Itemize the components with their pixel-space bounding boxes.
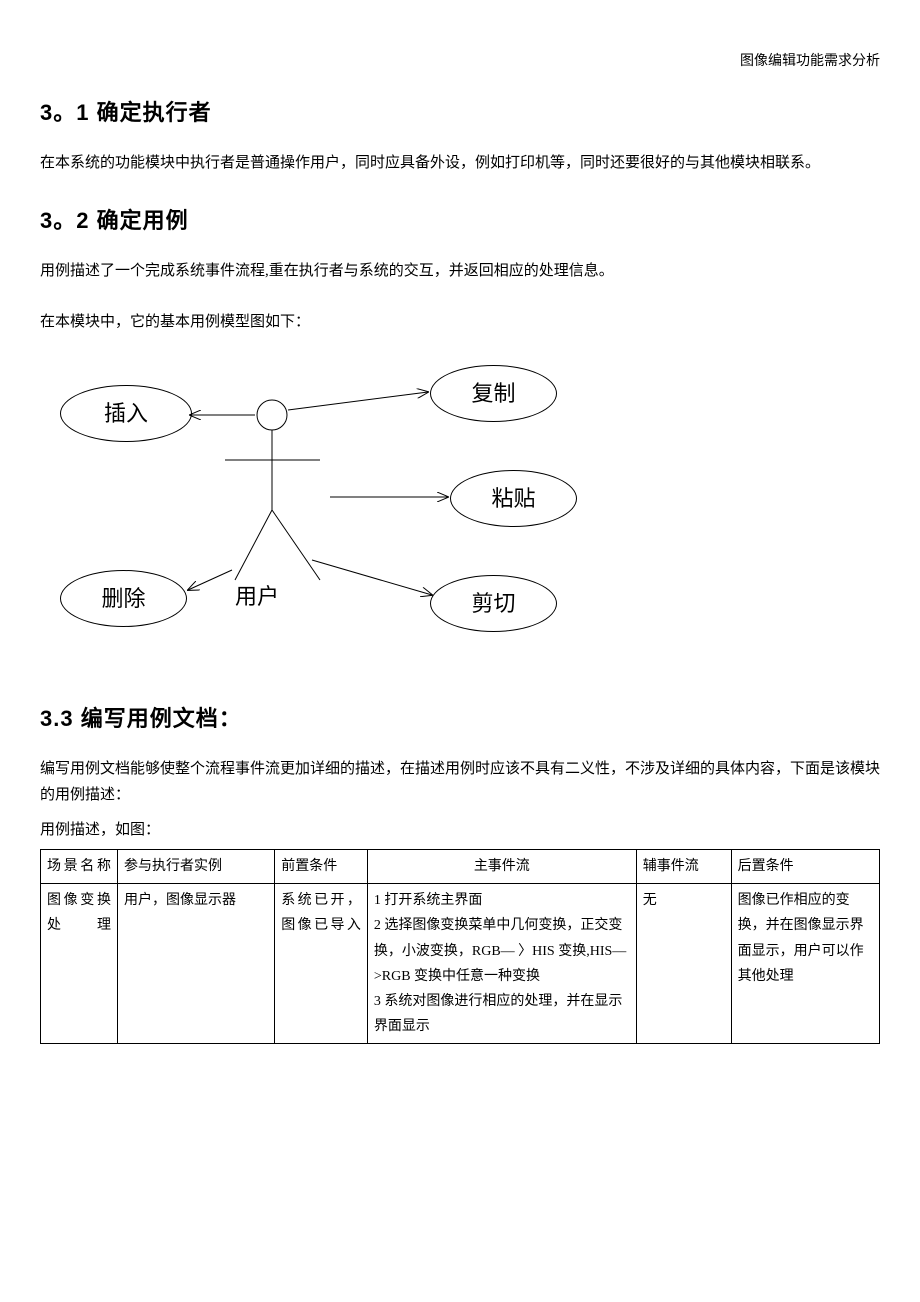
actor-head-icon <box>257 400 287 430</box>
table-row: 图像变换处理 用户，图像显示器 系统已开，图像已导入 1 打开系统主界面2 选择… <box>41 884 880 1044</box>
usecase-insert: 插入 <box>60 385 192 442</box>
cell-scenario: 图像变换处理 <box>41 884 118 1044</box>
col-header-precond: 前置条件 <box>275 849 368 883</box>
arrow-to-cut <box>312 560 432 595</box>
usecase-paste: 粘贴 <box>450 470 577 527</box>
section-3-3-title: 3.3 编写用例文档： <box>40 700 880 737</box>
cell-postcondition: 图像已作相应的变换，并在图像显示界面显示，用户可以作其他处理 <box>731 884 879 1044</box>
header-right-text: 图像编辑功能需求分析 <box>40 50 880 74</box>
col-header-mainflow: 主事件流 <box>367 849 636 883</box>
col-header-subflow: 辅事件流 <box>636 849 731 883</box>
usecase-cut: 剪切 <box>430 575 557 632</box>
arrow-to-delete <box>188 570 232 590</box>
usecase-copy: 复制 <box>430 365 557 422</box>
section-3-2-paragraph2: 在本模块中，它的基本用例模型图如下： <box>40 310 880 336</box>
col-header-scenario: 场景名称 <box>41 849 118 883</box>
usecase-diagram: 插入 复制 粘贴 删除 剪切 用户 <box>40 360 680 660</box>
cell-mainflow: 1 打开系统主界面2 选择图像变换菜单中几何变换，正交变换，小波变换，RGB— … <box>367 884 636 1044</box>
col-header-postcond: 后置条件 <box>731 849 879 883</box>
section-3-3-paragraph1: 编写用例文档能够使整个流程事件流更加详细的描述，在描述用例时应该不具有二义性，不… <box>40 757 880 808</box>
section-3-2-paragraph1: 用例描述了一个完成系统事件流程,重在执行者与系统的交互，并返回相应的处理信息。 <box>40 259 880 285</box>
section-3-2-title: 3。2 确定用例 <box>40 202 880 239</box>
usecase-insert-label: 插入 <box>104 395 148 432</box>
section-3-3-paragraph2: 用例描述，如图： <box>40 818 880 844</box>
cell-actor: 用户，图像显示器 <box>117 884 274 1044</box>
usecase-paste-label: 粘贴 <box>491 480 535 517</box>
arrow-to-copy <box>288 392 428 410</box>
usecase-delete: 删除 <box>60 570 187 627</box>
usecase-delete-label: 删除 <box>101 580 145 617</box>
usecase-cut-label: 剪切 <box>471 585 515 622</box>
actor-leg-right <box>272 510 320 580</box>
table-header-row: 场景名称 参与执行者实例 前置条件 主事件流 辅事件流 后置条件 <box>41 849 880 883</box>
cell-precondition: 系统已开，图像已导入 <box>275 884 368 1044</box>
col-header-actor: 参与执行者实例 <box>117 849 274 883</box>
usecase-copy-label: 复制 <box>471 375 515 412</box>
cell-subflow: 无 <box>636 884 731 1044</box>
actor-label: 用户 <box>235 578 279 615</box>
actor-leg-left <box>235 510 272 580</box>
usecase-table: 场景名称 参与执行者实例 前置条件 主事件流 辅事件流 后置条件 图像变换处理 … <box>40 849 880 1044</box>
section-3-1-title: 3。1 确定执行者 <box>40 94 880 131</box>
section-3-1-paragraph: 在本系统的功能模块中执行者是普通操作用户，同时应具备外设，例如打印机等，同时还要… <box>40 151 880 177</box>
